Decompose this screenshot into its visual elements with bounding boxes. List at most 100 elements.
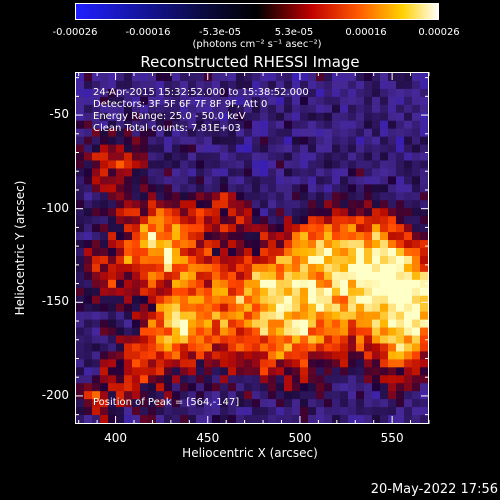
heatmap-cell <box>324 279 333 289</box>
heatmap-cell <box>100 391 109 400</box>
heatmap-cell <box>139 240 149 249</box>
heatmap-cell <box>195 128 205 138</box>
heatmap-cell <box>164 375 173 384</box>
heatmap-cell <box>236 96 245 106</box>
heatmap-cell <box>243 263 253 273</box>
heatmap-cell <box>236 415 245 423</box>
heatmap-cell <box>204 208 213 217</box>
heatmap-cell <box>267 343 277 353</box>
heatmap-cell <box>355 287 365 297</box>
heatmap-cell <box>195 96 205 106</box>
heatmap-cell <box>155 311 165 321</box>
heatmap-cell <box>84 383 93 392</box>
heatmap-cell <box>355 240 365 249</box>
heatmap-cell <box>292 367 301 376</box>
heatmap-cell <box>315 88 325 98</box>
heatmap-cell <box>116 216 125 225</box>
heatmap-cell <box>179 152 189 162</box>
heatmap-cell <box>91 104 101 114</box>
heatmap-cell <box>236 104 245 114</box>
heatmap-cell <box>179 407 189 416</box>
heatmap-cell <box>403 335 413 345</box>
heatmap-cell <box>387 367 397 376</box>
heatmap-cell <box>276 319 285 329</box>
heatmap-cell <box>100 367 109 376</box>
heatmap-cell <box>283 399 293 408</box>
heatmap-cell <box>292 303 301 313</box>
heatmap-cell <box>396 224 405 233</box>
heatmap-cell <box>172 367 181 376</box>
heatmap-cell <box>299 303 309 313</box>
heatmap-cell <box>324 216 333 225</box>
heatmap-cell <box>348 168 357 178</box>
heatmap-cell <box>331 184 341 193</box>
heatmap-cell <box>412 287 421 297</box>
heatmap-cell <box>116 128 125 138</box>
heatmap-cell <box>267 415 277 423</box>
heatmap-cell <box>164 168 173 178</box>
heatmap-cell <box>292 311 301 321</box>
heatmap-cell <box>412 335 421 345</box>
heatmap-cell <box>227 224 237 233</box>
heatmap-cell <box>315 279 325 289</box>
heatmap-cell <box>188 152 197 162</box>
heatmap-cell <box>243 224 253 233</box>
heatmap-cell <box>116 383 125 392</box>
heatmap-cell <box>100 216 109 225</box>
heatmap-cell <box>267 144 277 154</box>
heatmap-cell <box>84 160 93 170</box>
heatmap-cell <box>243 168 253 178</box>
heatmap-cell <box>195 168 205 178</box>
heatmap-cell <box>172 407 181 416</box>
heatmap-cell <box>315 120 325 130</box>
heatmap-cell <box>91 335 101 345</box>
heatmap-cell <box>315 383 325 392</box>
heatmap-cell <box>348 240 357 249</box>
heatmap-cell <box>299 383 309 392</box>
heatmap-cell <box>172 375 181 384</box>
heatmap-cell <box>340 73 349 82</box>
heatmap-cell <box>195 327 205 337</box>
heatmap-cell <box>324 96 333 106</box>
heatmap-cell <box>76 136 85 146</box>
heatmap-cell <box>355 343 365 353</box>
heatmap-cell <box>267 303 277 313</box>
heatmap-cell <box>412 112 421 122</box>
heatmap-cell <box>340 375 349 384</box>
heatmap-cell <box>276 120 285 130</box>
heatmap-cell <box>123 311 133 321</box>
heatmap-cell <box>188 415 197 423</box>
heatmap-cell <box>299 343 309 353</box>
heatmap-cell <box>364 367 373 376</box>
heatmap-cell <box>123 184 133 193</box>
heatmap-cell <box>164 327 173 337</box>
heatmap-cell <box>292 152 301 162</box>
chart-title: Reconstructed RHESSI Image <box>140 53 360 71</box>
heatmap-cell <box>123 271 133 281</box>
heatmap-cell <box>252 351 261 360</box>
heatmap-cell <box>403 271 413 281</box>
heatmap-cell <box>348 144 357 154</box>
heatmap-cell <box>340 383 349 392</box>
detectors-annotation: Detectors: 3F 5F 6F 7F 8F 9F, Att 0 <box>93 99 268 110</box>
heatmap-cell <box>355 303 365 313</box>
heatmap-cell <box>164 96 173 106</box>
heatmap-cell <box>123 144 133 154</box>
heatmap-cell <box>211 271 221 281</box>
heatmap-cell <box>276 208 285 217</box>
heatmap-cell <box>299 399 309 408</box>
heatmap-cell <box>403 351 413 360</box>
heatmap-cell <box>211 407 221 416</box>
heatmap-cell <box>403 279 413 289</box>
heatmap-cell <box>267 168 277 178</box>
heatmap-cell <box>315 263 325 273</box>
heatmap-cell <box>76 303 85 313</box>
heatmap-cell <box>164 271 173 281</box>
heatmap-cell <box>132 216 141 225</box>
heatmap-cell <box>172 80 181 90</box>
heatmap-cell <box>252 80 261 90</box>
heatmap-cell <box>204 192 213 201</box>
heatmap-cell <box>324 263 333 273</box>
heatmap-cell <box>252 224 261 233</box>
heatmap-cell <box>276 351 285 360</box>
